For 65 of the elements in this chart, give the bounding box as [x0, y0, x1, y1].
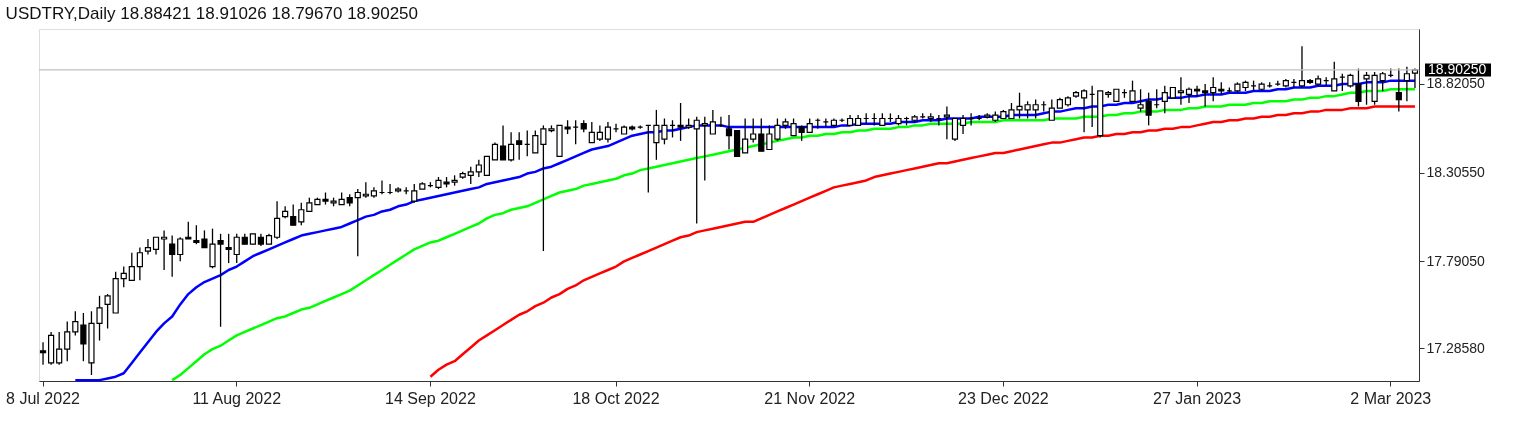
y-tick-label: 18.82050 — [1426, 75, 1486, 92]
candlestick — [56, 331, 63, 366]
candlestick — [742, 117, 749, 154]
candlestick — [39, 341, 47, 366]
candlestick — [169, 234, 176, 278]
candlestick — [298, 202, 305, 226]
candlestick — [725, 114, 733, 151]
x-tick-label: 8 Jul 2022 — [6, 389, 81, 407]
candlestick — [508, 131, 515, 163]
candlestick — [1193, 85, 1201, 97]
candlestick — [273, 200, 281, 240]
x-tick-label: 14 Sep 2022 — [385, 389, 476, 407]
y-tick-label: 17.28580 — [1426, 339, 1486, 356]
candlestick — [758, 117, 765, 152]
y-tick-label: 18.30550 — [1426, 164, 1486, 181]
candlestick — [516, 131, 523, 161]
y-tick-label: 17.79050 — [1426, 252, 1486, 269]
x-tick-label: 2 Mar 2023 — [1350, 389, 1432, 407]
candlestick — [959, 114, 967, 135]
candlestick — [411, 183, 418, 204]
candlestick — [1032, 98, 1039, 120]
candlestick — [233, 233, 240, 264]
candlestick — [64, 320, 71, 362]
candlestick — [1403, 66, 1410, 102]
candlestick — [1379, 71, 1386, 92]
candlestick — [532, 129, 539, 154]
candlestick — [120, 265, 127, 288]
candlestick — [604, 121, 612, 144]
candlestick — [499, 124, 507, 161]
x-tick-label: 21 Nov 2022 — [764, 389, 856, 407]
candlestick — [177, 236, 184, 263]
candlestick — [1129, 79, 1136, 102]
candlestick — [1048, 98, 1055, 121]
line-series — [429, 105, 1417, 378]
candlestick — [588, 121, 595, 144]
candlestick — [1331, 61, 1338, 92]
candlestick — [1202, 83, 1209, 108]
candlestick — [1185, 86, 1193, 104]
candlestick — [1298, 45, 1306, 89]
candlestick — [225, 233, 232, 264]
candlestick — [1080, 88, 1088, 133]
candlestick — [160, 229, 168, 271]
candlestick — [144, 238, 152, 256]
candlestick — [128, 252, 135, 281]
candlestick — [354, 188, 361, 257]
x-tick-label: 27 Jan 2023 — [1153, 389, 1242, 407]
candlestick — [750, 117, 757, 144]
x-tick-label: 11 Aug 2022 — [192, 389, 282, 407]
x-tick-label: 23 Dec 2022 — [958, 389, 1049, 407]
candlestick — [483, 155, 490, 176]
candlestick — [951, 117, 959, 142]
chart-title: USDTRY,Daily 18.88421 18.91026 18.79670 18.90250 — [5, 4, 419, 23]
candlestick — [104, 293, 111, 330]
candlestick — [709, 109, 716, 135]
ref-line-label: 18.90250 — [1428, 60, 1487, 77]
candlestick — [72, 310, 79, 337]
candlestick — [693, 116, 700, 225]
candlestick — [1177, 76, 1185, 106]
x-tick-label: 18 Oct 2022 — [572, 389, 660, 407]
candlestick — [290, 203, 297, 226]
candlestick — [943, 105, 950, 140]
candlestick — [136, 246, 143, 281]
candlestick — [701, 116, 708, 182]
candlestick — [1210, 76, 1217, 102]
candlestick — [1161, 85, 1168, 114]
